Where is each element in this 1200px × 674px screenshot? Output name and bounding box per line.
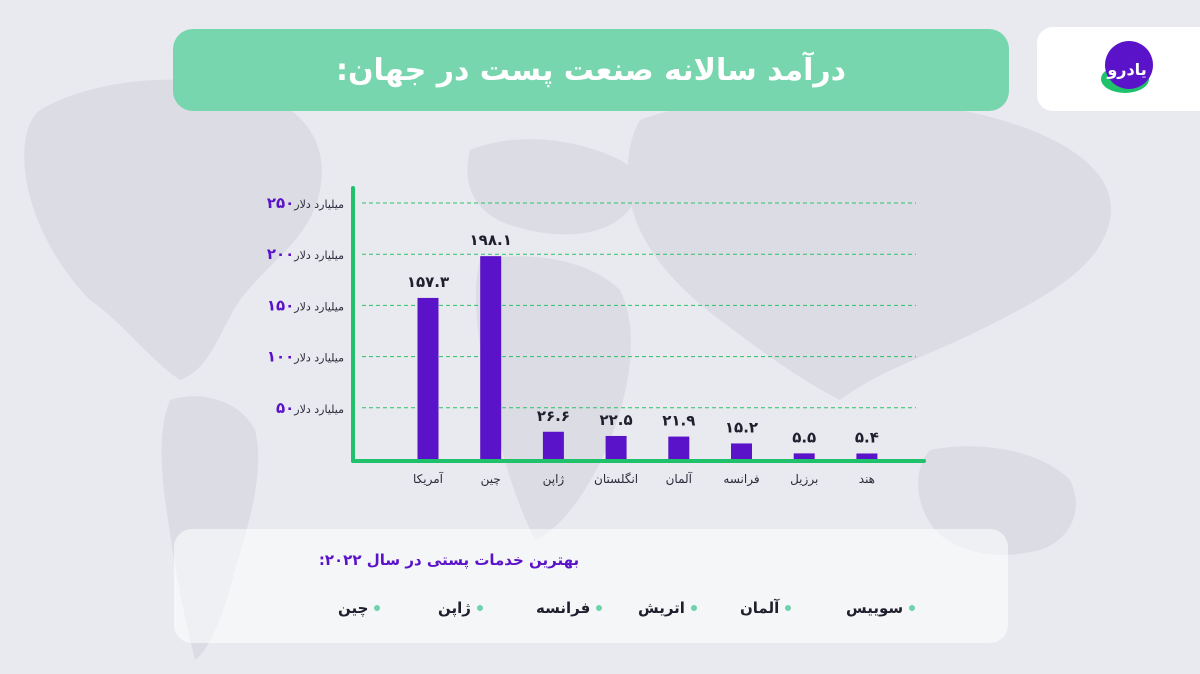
bar: [793, 453, 815, 459]
service-item: آلمان: [740, 599, 792, 617]
bar-value-label: ۱۵.۲: [725, 418, 758, 436]
bullet-icon: [374, 605, 381, 611]
y-tick-number: ۲۵۰: [267, 194, 294, 212]
service-item: فرانسه: [536, 599, 603, 617]
bar-value-label: ۲۱.۹: [662, 412, 695, 430]
y-tick-label: میلیارد دلار۲۰۰: [267, 245, 344, 263]
y-tick-label: میلیارد دلار۱۰۰: [267, 348, 344, 366]
service-label: فرانسه: [536, 599, 591, 617]
bar: [731, 443, 752, 459]
bars: [417, 256, 878, 459]
category-label: هند: [859, 472, 875, 486]
bullet-icon: [785, 605, 792, 611]
y-tick-unit: میلیارد دلار: [293, 249, 344, 262]
service-label: سوییس: [846, 599, 904, 617]
category-label: فرانسه: [723, 472, 759, 487]
category-label: ژاپن: [543, 472, 565, 487]
bar: [417, 297, 439, 459]
y-tick-label: میلیارد دلار۲۵۰: [267, 194, 344, 212]
grid-lines: [362, 202, 916, 409]
y-tick-unit: میلیارد دلار: [293, 403, 344, 416]
logo-icon: [1101, 41, 1153, 93]
y-tick-number: ۱۵۰: [267, 296, 294, 314]
y-tick-number: ۱۰۰: [267, 348, 294, 366]
y-tick-number: ۲۰۰: [267, 245, 294, 263]
bar-value-label: ۲۲.۵: [600, 411, 633, 429]
bar-value-label: ۲۶.۶: [537, 407, 570, 425]
axes: [351, 186, 926, 463]
category-label: انگلستان: [594, 472, 638, 486]
bar-value-label: ۱۹۸.۱: [470, 231, 512, 249]
y-tick-unit: میلیارد دلار: [293, 300, 344, 313]
brand-logo: یادرو: [1095, 37, 1159, 101]
y-tick-number: ۵۰: [276, 399, 294, 417]
category-label: برزیل: [790, 472, 818, 487]
value-labels: ۱۵۷.۳ ۱۹۸.۱ ۲۶.۶ ۲۲.۵ ۲۱.۹ ۱۵.۲ ۵.۵ ۵.۴: [407, 231, 879, 446]
panel-title: بهترین خدمات پستی در سال ۲۰۲۲:: [318, 551, 580, 569]
bar-value-label: ۵.۵: [792, 428, 816, 446]
category-label: آمریکا: [413, 471, 444, 487]
category-label: چین: [481, 472, 501, 487]
service-item: سوییس: [846, 599, 916, 617]
service-label: اتریش: [638, 599, 685, 617]
service-label: چین: [338, 599, 369, 617]
bar: [856, 453, 878, 459]
bar: [668, 436, 690, 459]
service-item: ژاپن: [438, 599, 483, 617]
bullet-icon: [909, 605, 916, 611]
best-postal-services-panel: بهترین خدمات پستی در سال ۲۰۲۲: سوییس آلما…: [174, 529, 1008, 643]
title-banner: درآمد سالانه صنعت پست در جهان:: [173, 29, 1009, 111]
bullet-icon: [476, 605, 483, 611]
bar: [480, 256, 502, 459]
y-tick-unit: میلیارد دلار: [293, 352, 344, 365]
bullet-icon: [690, 605, 697, 611]
category-labels: آمریکا چین ژاپن انگلستان آلمان فرانسه برزیل هند: [413, 471, 875, 487]
bar-value-label: ۱۵۷.۳: [407, 273, 449, 291]
service-item: چین: [338, 599, 381, 617]
logo-card: یادرو: [1037, 27, 1200, 111]
bullet-icon: [596, 605, 603, 611]
page-title: درآمد سالانه صنعت پست در جهان:: [335, 52, 847, 88]
y-tick-unit: میلیارد دلار: [293, 198, 344, 211]
category-label: آلمان: [666, 471, 693, 486]
bar: [542, 431, 564, 459]
logo-text: یادرو: [1107, 59, 1147, 79]
y-tick-label: میلیارد دلار۱۵۰: [267, 296, 344, 314]
service-item: اتریش: [638, 599, 697, 617]
bar: [605, 435, 627, 459]
service-label: ژاپن: [438, 599, 471, 617]
service-label: آلمان: [740, 599, 780, 617]
y-tick-label: میلیارد دلار۵۰: [276, 399, 344, 417]
bar-value-label: ۵.۴: [855, 428, 879, 446]
services-list: سوییس آلمان اتریش فرانسه ژاپن چین: [174, 599, 1008, 623]
